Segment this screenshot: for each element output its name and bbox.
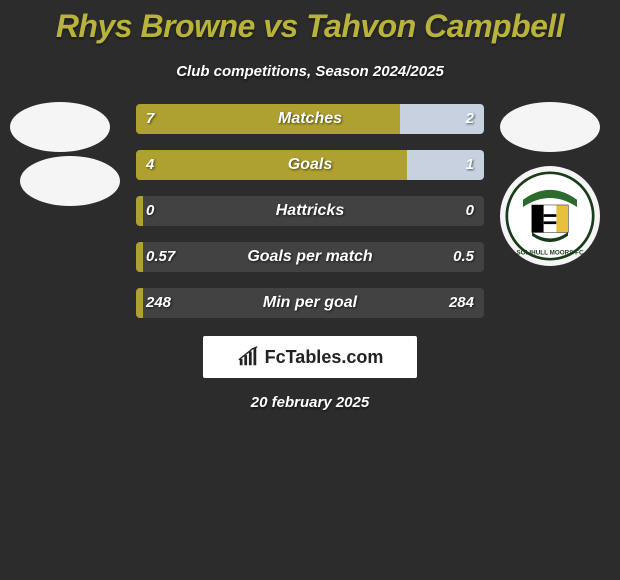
stat-bar-right <box>400 104 484 134</box>
club-badge-icon: SOLIHULL MOORS FC <box>505 171 595 261</box>
stat-row: Min per goal248284 <box>136 288 484 318</box>
stat-row: Goals per match0.570.5 <box>136 242 484 272</box>
stats-area: SOLIHULL MOORS FC Matches72 Goals41 Hattri… <box>0 102 620 318</box>
stat-bar-left <box>136 104 400 134</box>
stat-bar-left <box>136 150 407 180</box>
stat-bar-left <box>136 288 143 318</box>
footer-date: 20 february 2025 <box>0 394 620 411</box>
stat-bar-left <box>136 196 143 226</box>
player-right-photo-1 <box>500 102 600 152</box>
player-left-photo-1 <box>10 102 110 152</box>
page-title: Rhys Browne vs Tahvon Campbell <box>0 0 620 45</box>
chart-icon <box>237 346 259 368</box>
player-left-photo-2 <box>20 156 120 206</box>
page-subtitle: Club competitions, Season 2024/2025 <box>0 63 620 80</box>
footer-brand-text: FcTables.com <box>265 347 384 368</box>
stat-row: Goals41 <box>136 150 484 180</box>
svg-text:SOLIHULL MOORS FC: SOLIHULL MOORS FC <box>516 250 584 257</box>
club-badge: SOLIHULL MOORS FC <box>500 166 600 266</box>
stat-bars: Matches72 Goals41 Hattricks00 Goals per mat… <box>136 102 484 318</box>
footer-brand-badge: FcTables.com <box>203 336 417 378</box>
stat-row: Hattricks00 <box>136 196 484 226</box>
stat-row: Matches72 <box>136 104 484 134</box>
stat-bar-left <box>136 242 143 272</box>
stat-bar-right <box>407 150 484 180</box>
